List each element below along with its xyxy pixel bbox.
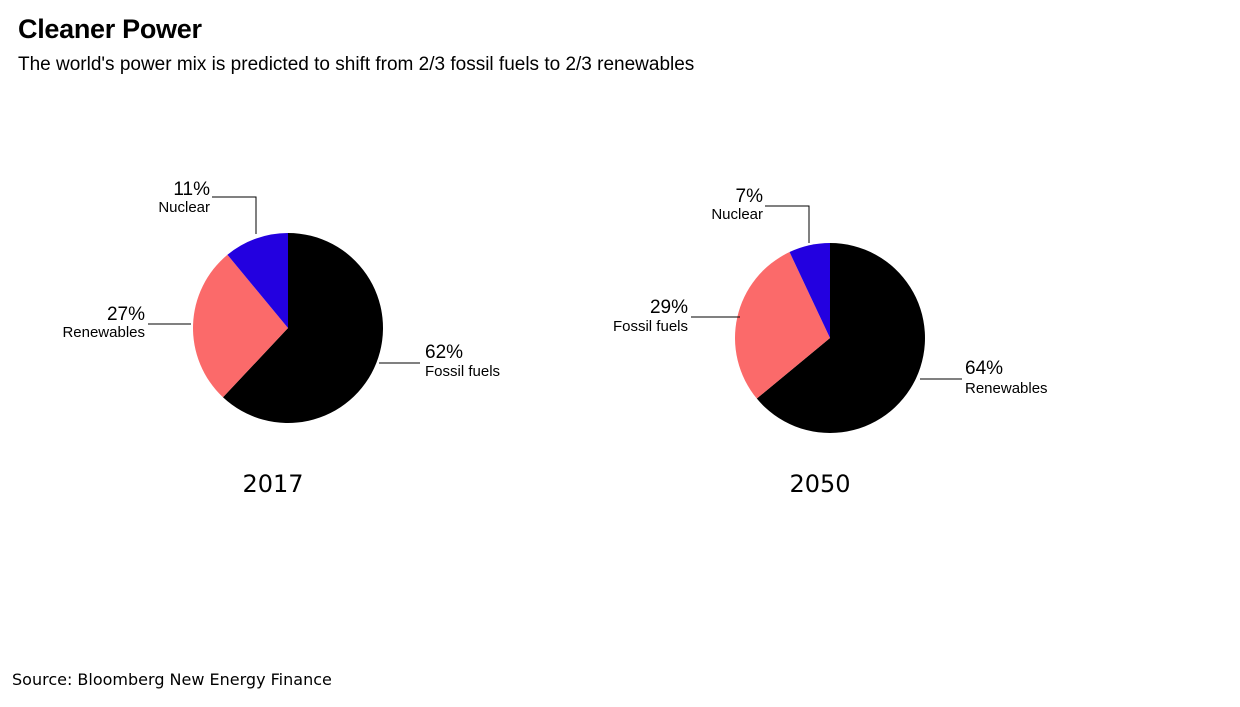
pie-chart-2017: 11% Nuclear 27% Renewables 62% Fossil fu…: [62, 179, 500, 498]
pie-slice-renewables-2017: [192, 254, 288, 398]
slice-label-renewables-2050: Renewables: [965, 380, 1048, 397]
pie-slice-fossil-fuels-2017: [222, 233, 384, 423]
pie-slice-renewables-2050: [756, 243, 925, 433]
pie-slice-nuclear-2050: [789, 243, 830, 338]
pie-title-2017: 2017: [242, 470, 303, 498]
leader-line-nuclear-2017: [212, 196, 257, 234]
slice-value-fossil-fuels-2050: 29%: [650, 297, 688, 318]
source-note: Source: Bloomberg New Energy Finance: [12, 670, 332, 689]
pie-slice-fossil-fuels-2050: [734, 252, 830, 399]
slice-label-nuclear-2050: Nuclear: [711, 206, 763, 223]
leader-line-nuclear-2050: [765, 205, 810, 243]
slice-value-fossil-fuels-2017: 62%: [425, 342, 463, 363]
pie-chart-2050: 7% Nuclear 29% Fossil fuels 64% Renewabl…: [613, 186, 1048, 498]
pie-title-2050: 2050: [789, 470, 850, 498]
slice-label-renewables-2017: Renewables: [62, 324, 145, 341]
slice-value-nuclear-2050: 7%: [736, 186, 764, 207]
chart-subtitle: The world's power mix is predicted to sh…: [18, 54, 695, 75]
chart-title: Cleaner Power: [18, 14, 202, 44]
slice-label-nuclear-2017: Nuclear: [158, 199, 210, 216]
pie-slice-nuclear-2017: [227, 233, 288, 328]
slice-value-renewables-2050: 64%: [965, 358, 1003, 379]
slice-value-renewables-2017: 27%: [107, 304, 145, 325]
slice-value-nuclear-2017: 11%: [173, 179, 210, 200]
slice-label-fossil-fuels-2017: Fossil fuels: [425, 363, 500, 380]
slice-label-fossil-fuels-2050: Fossil fuels: [613, 318, 688, 335]
